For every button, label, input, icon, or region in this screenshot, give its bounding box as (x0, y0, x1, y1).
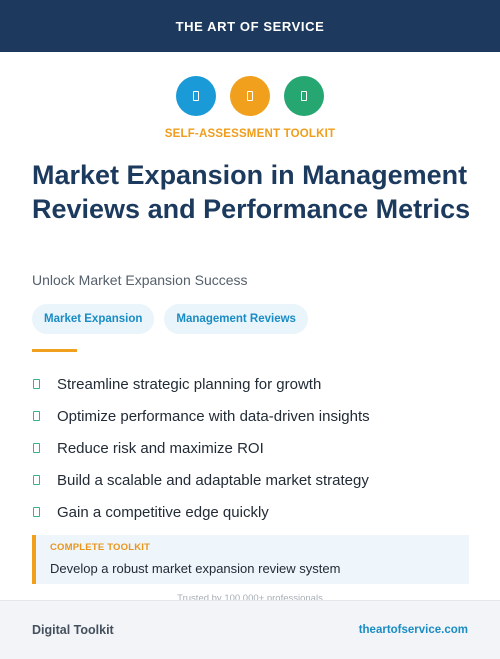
benefit-list: Streamline strategic planning for growth… (32, 368, 472, 528)
icon-row (0, 76, 500, 116)
tag-management-reviews[interactable]: Management Reviews (164, 304, 308, 334)
callout-text: Develop a robust market expansion review… (50, 561, 341, 576)
check-icon (33, 507, 40, 517)
tool-icon (247, 91, 253, 101)
tool-icon (301, 91, 307, 101)
tool-icon-badge (176, 76, 216, 116)
header-bar: THE ART OF SERVICE (0, 0, 500, 52)
benefit-item: Build a scalable and adaptable market st… (32, 464, 472, 496)
benefit-text: Reduce risk and maximize ROI (57, 439, 264, 457)
benefit-text: Streamline strategic planning for growth (57, 375, 322, 393)
footer-label: Digital Toolkit (32, 623, 114, 637)
benefit-text: Build a scalable and adaptable market st… (57, 471, 369, 489)
tool-icon-badge (284, 76, 324, 116)
tag-list: Market Expansion Management Reviews (32, 304, 308, 334)
subtitle: Unlock Market Expansion Success (32, 272, 248, 288)
callout-label: COMPLETE TOOLKIT (50, 542, 151, 553)
tool-icon-badge (230, 76, 270, 116)
check-icon (33, 443, 40, 453)
tag-market-expansion[interactable]: Market Expansion (32, 304, 155, 334)
tool-icon (193, 91, 199, 101)
website-link[interactable]: theartofservice.com (358, 624, 468, 636)
benefit-item: Optimize performance with data-driven in… (32, 400, 472, 432)
check-icon (33, 475, 40, 485)
benefit-text: Gain a competitive edge quickly (57, 503, 269, 521)
benefit-item: Gain a competitive edge quickly (32, 496, 472, 528)
accent-divider (32, 349, 77, 352)
page-title: Market Expansion in Management Reviews a… (32, 160, 471, 224)
footer-bar: Digital Toolkit theartofservice.com (0, 600, 500, 659)
benefit-item: Reduce risk and maximize ROI (32, 432, 472, 464)
eyebrow-label: SELF-ASSESSMENT TOOLKIT (164, 128, 336, 140)
benefit-text: Optimize performance with data-driven in… (57, 407, 370, 425)
check-icon (33, 379, 40, 389)
brand-name: THE ART OF SERVICE (175, 18, 325, 34)
check-icon (33, 411, 40, 421)
trusted-note: Trusted by 100,000+ professionals (177, 593, 323, 601)
toolkit-callout: COMPLETE TOOLKIT Develop a robust market… (32, 535, 469, 584)
benefit-item: Streamline strategic planning for growth (32, 368, 472, 400)
